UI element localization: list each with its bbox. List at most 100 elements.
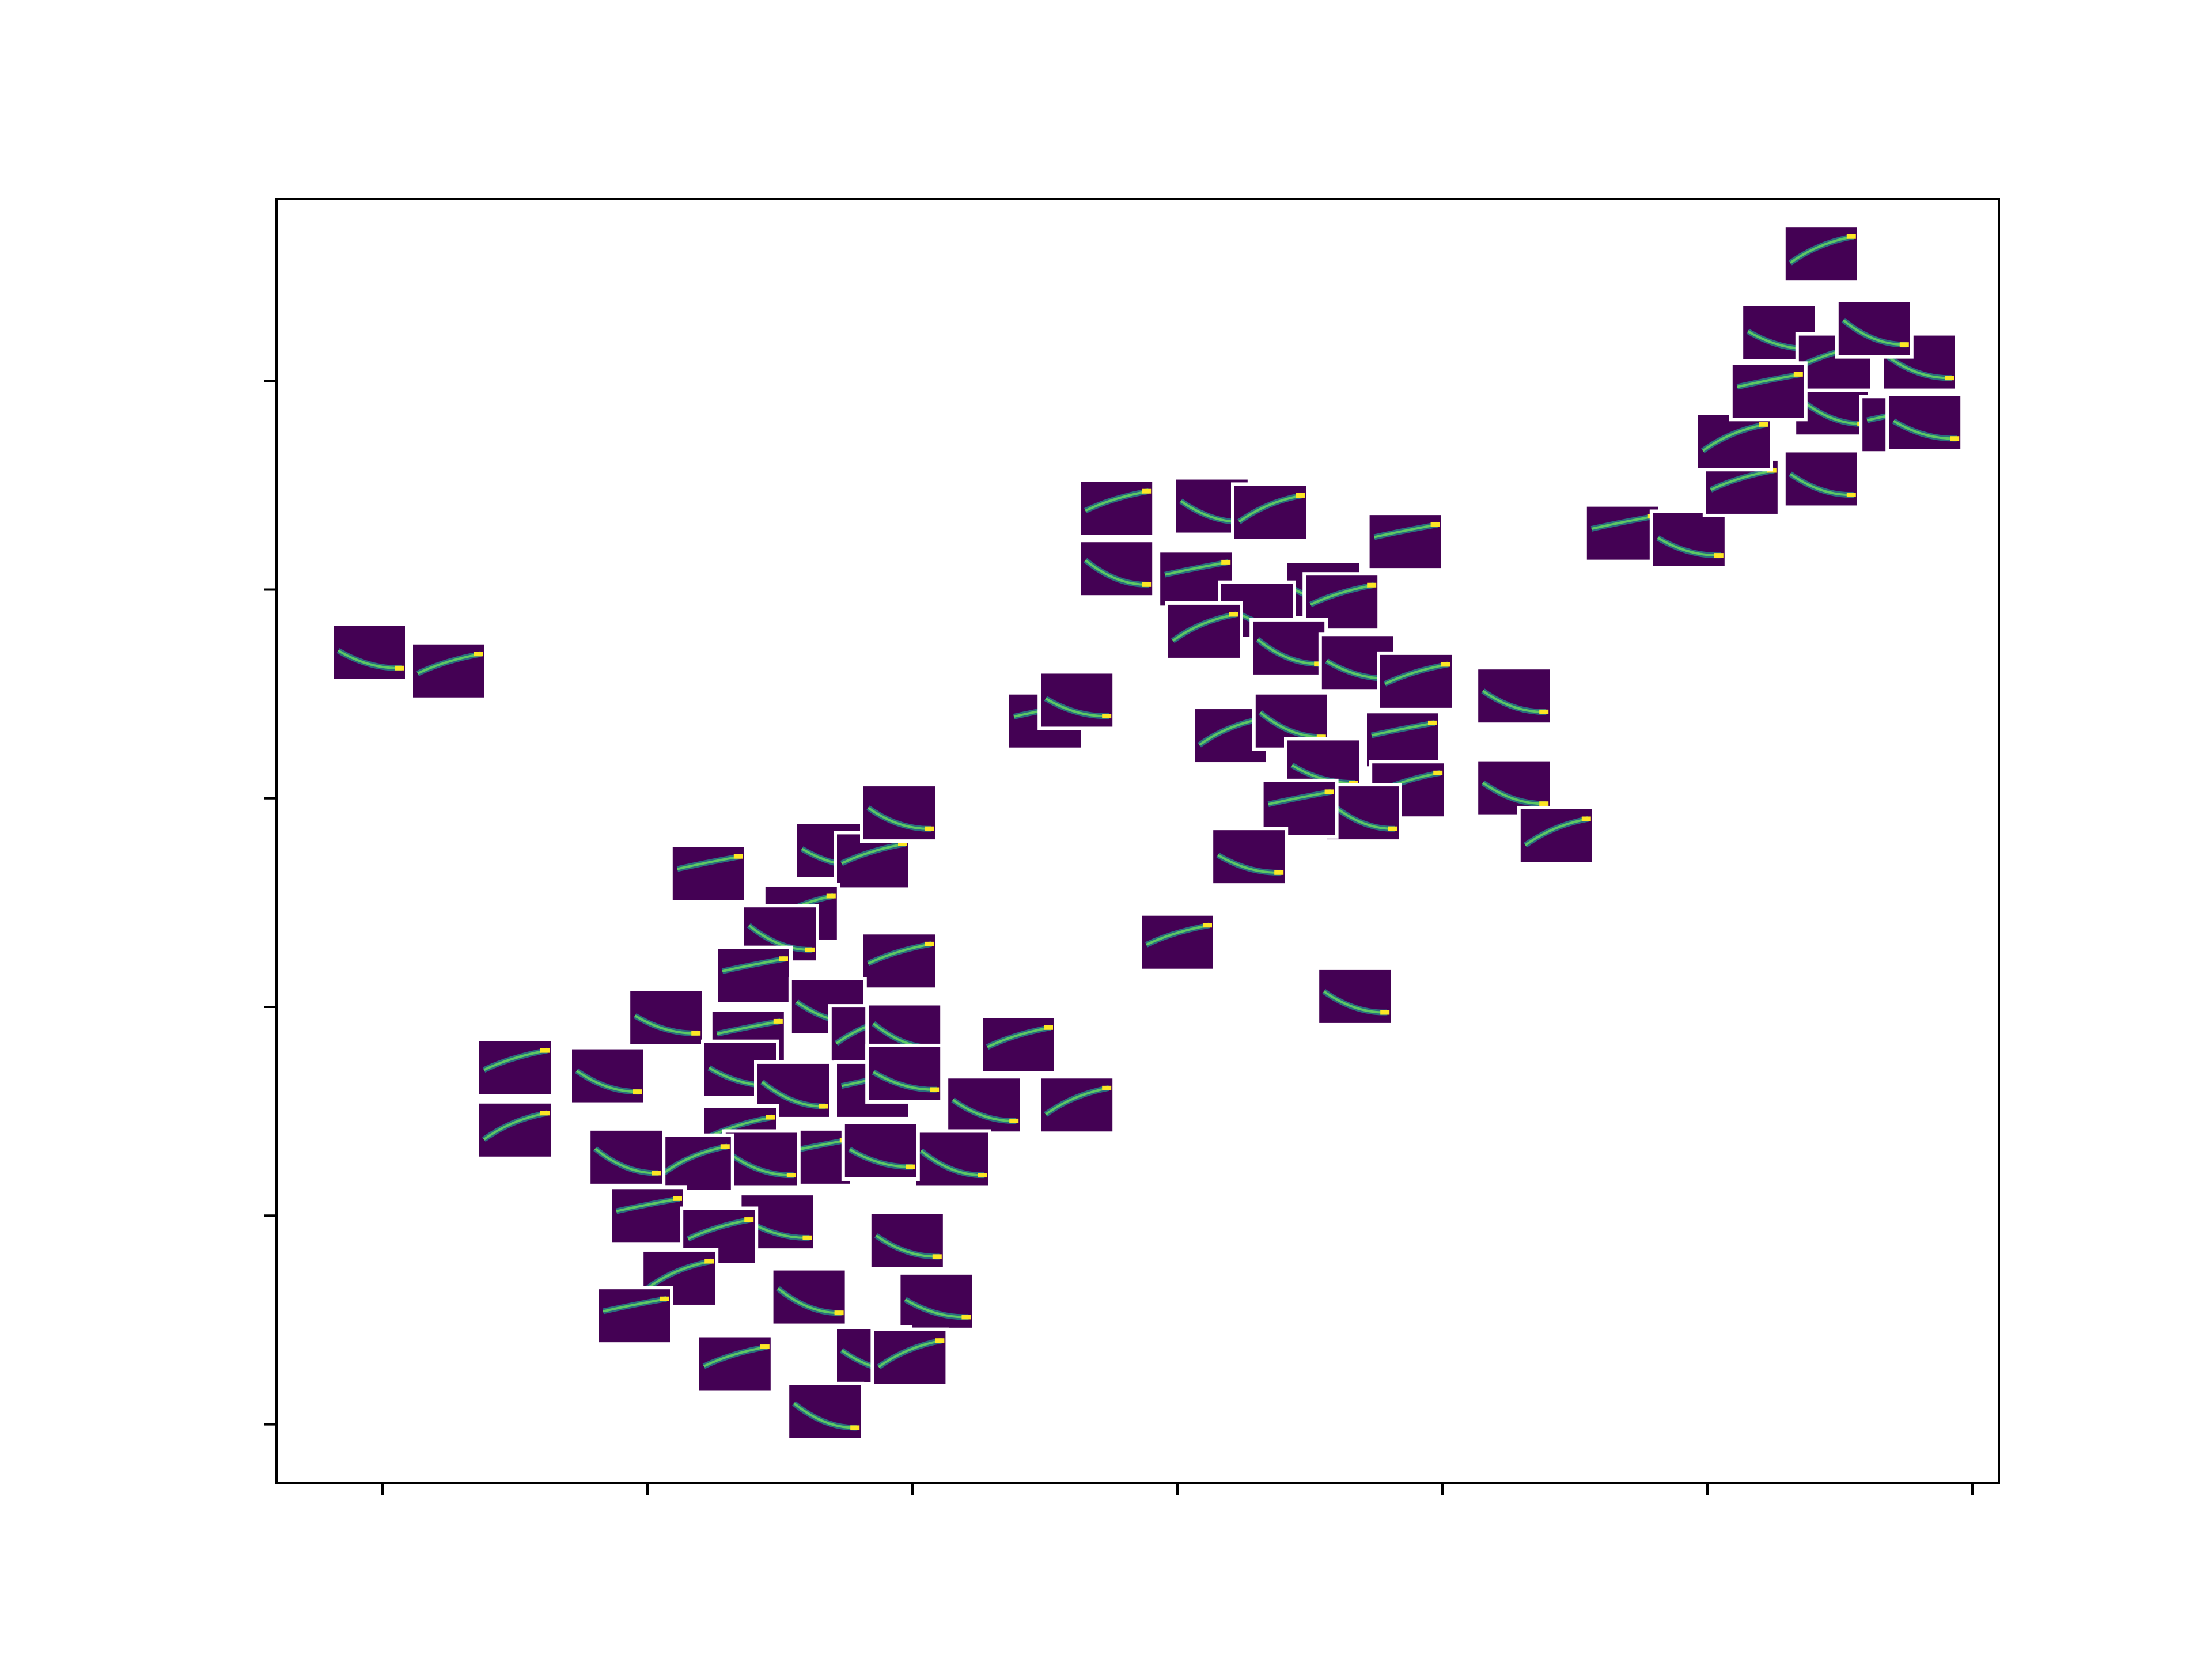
thumbnail-marker [1249,618,1328,678]
thumbnail-image [1698,415,1770,468]
thumbnail-trace [722,957,786,972]
thumbnail-image [659,1137,731,1190]
thumbnail-marker [945,1075,1024,1135]
thumbnail-marker [1880,332,1959,392]
thumbnail-trace [1800,398,1865,425]
thumbnail-highlight [1433,770,1443,775]
thumbnail-trace [1256,638,1321,665]
thumbnail-marker [1885,392,1964,453]
thumbnail-highlight [850,1425,860,1430]
thumbnail-trace [1238,494,1303,523]
thumbnail-marker [786,1381,865,1442]
thumbnail-highlight [1274,870,1284,875]
thumbnail-trace [777,1287,842,1315]
thumbnail-marker [656,1133,734,1194]
thumbnail-highlight [898,841,907,846]
thumbnail-highlight [704,1259,714,1264]
thumbnail-highlight [935,1338,945,1343]
thumbnail-highlight [1846,493,1856,498]
thumbnail-trace [1172,613,1237,642]
thumbnail-trace [793,1402,858,1429]
thumbnail-marker [865,1043,944,1104]
thumbnail-highlight [930,1087,940,1092]
thumbnail-highlight [733,854,743,859]
thumbnail-image [1234,486,1306,539]
thumbnail-highlight [932,1254,942,1259]
thumbnail-highlight [1714,553,1724,558]
thumbnail-highlight [744,1217,754,1222]
thumbnail-marker [1475,757,1554,818]
thumbnail-trace [1268,790,1332,806]
thumbnail-trace [1259,711,1324,738]
thumbnail-highlight [1142,488,1152,494]
thumbnail-marker [860,931,938,991]
thumbnail-highlight [961,1315,971,1320]
thumbnail-highlight [660,1296,669,1301]
thumbnail-marker [1695,411,1773,472]
thumbnail-marker [979,1014,1058,1075]
thumbnail-trace [677,855,741,870]
thumbnail-highlight [1846,234,1856,239]
thumbnail-trace [868,942,932,965]
thumbnail-image [1041,1078,1113,1132]
thumbnail-highlight [395,665,404,671]
thumbnail-highlight [1759,422,1768,427]
thumbnail-marker [476,1037,554,1098]
thumbnail-marker [714,945,793,1006]
thumbnail-trace [616,1197,680,1213]
thumbnail-highlight [1388,826,1397,831]
thumbnail-highlight [1296,493,1305,498]
x-axis-ticks [381,1483,1974,1495]
thumbnail-trace [603,1297,667,1313]
thumbnail-marker [1835,298,1914,359]
axes-frame [275,198,2000,1484]
thumbnail-highlight [805,947,815,952]
thumbnail-trace [1331,803,1396,830]
thumbnail-image [1168,604,1240,658]
thumbnail-highlight [1380,1010,1390,1015]
thumbnail-highlight [1221,559,1231,565]
thumbnail-markers [330,224,1964,1442]
thumbnail-trace [761,1081,826,1108]
thumbnail-trace [647,1260,712,1289]
thumbnail-highlight [802,1235,812,1240]
thumbnail-marker [1377,651,1455,711]
thumbnail-trace [1085,490,1149,512]
thumbnail-marker [1138,912,1217,972]
thumbnail-highlight [1539,801,1549,806]
thumbnail-marker [627,987,706,1048]
thumbnail-trace [687,1218,752,1240]
thumbnail-marker [841,1120,920,1181]
thumbnail-marker [1740,302,1819,363]
thumbnail-trace [920,1150,985,1177]
thumbnail-highlight [1367,582,1377,588]
thumbnail-trace [878,1339,942,1368]
thumbnail-highlight [1349,780,1358,785]
thumbnail-highlight [1102,1085,1112,1090]
thumbnail-trace [594,1147,659,1175]
thumbnail-highlight [474,652,483,657]
y-axis-ticks [264,380,276,1426]
thumbnail-trace [483,1112,548,1141]
thumbnail-marker [569,1046,647,1106]
thumbnail-highlight [826,893,836,899]
thumbnail-image [874,1331,946,1384]
thumbnail-marker [1363,710,1442,770]
thumbnail-marker [897,1271,976,1331]
thumbnail-marker [834,831,912,891]
thumbnail-highlight [760,1344,770,1350]
thumbnail-trace [1524,817,1589,846]
thumbnail-marker [595,1286,673,1346]
thumbnail-image [1520,809,1592,862]
thumbnail-highlight [673,1196,682,1201]
thumbnail-highlight [1044,1025,1053,1030]
thumbnail-highlight [925,826,934,831]
thumbnail-marker [476,1100,554,1160]
thumbnail-highlight [1009,1118,1019,1123]
thumbnail-trace [417,653,482,675]
thumbnail-trace [717,1020,781,1035]
thumbnail-highlight [786,1173,796,1178]
thumbnail-highlight [540,1111,550,1116]
thumbnail-highlight [1102,714,1112,719]
